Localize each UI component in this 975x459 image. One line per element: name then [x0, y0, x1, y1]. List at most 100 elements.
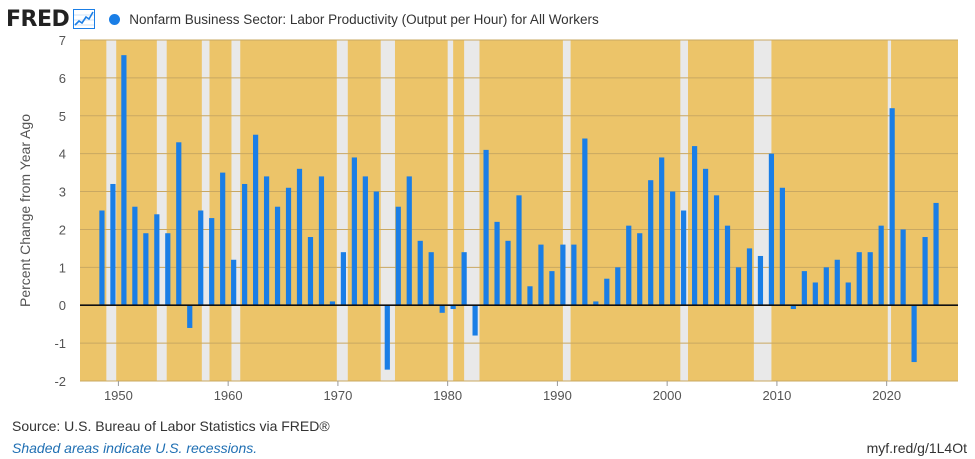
bar[interactable]	[340, 252, 346, 306]
bar[interactable]	[648, 180, 654, 306]
source-credit: Source: U.S. Bureau of Labor Statistics …	[12, 418, 330, 434]
bar[interactable]	[483, 149, 489, 306]
bar[interactable]	[823, 267, 829, 306]
short-url[interactable]: myf.red/g/1L4Ot	[866, 440, 967, 456]
bar[interactable]	[132, 206, 138, 306]
bar[interactable]	[878, 225, 884, 306]
bar[interactable]	[231, 259, 237, 306]
x-tick-label: 2020	[872, 388, 901, 403]
y-axis-label: Percent Change from Year Ago	[17, 114, 33, 307]
y-axis-ticks: -2 -1 0 1 2 3 4 5 6 7	[54, 33, 66, 389]
bar[interactable]	[626, 225, 632, 306]
bar[interactable]	[713, 195, 720, 306]
bar[interactable]	[834, 259, 840, 306]
y-tick-label: 3	[59, 185, 66, 200]
bar[interactable]	[538, 244, 544, 306]
bar[interactable]	[933, 202, 939, 306]
bar[interactable]	[889, 108, 895, 306]
bar[interactable]	[99, 210, 105, 306]
bar[interactable]	[593, 301, 599, 306]
recession-band	[156, 40, 167, 381]
bar[interactable]	[450, 305, 456, 310]
bar[interactable]	[637, 233, 643, 306]
bar[interactable]	[801, 271, 807, 306]
bar[interactable]	[373, 191, 379, 306]
bar[interactable]	[439, 305, 445, 313]
bar[interactable]	[461, 252, 467, 306]
bar[interactable]	[165, 233, 171, 306]
chart: -2 -1 0 1 2 3 4 5 6 7 1950 1960 1970 1980 1990 2000 201…	[17, 33, 958, 403]
chart-header: FRED Nonfarm Business Sector: Labor Prod…	[6, 4, 599, 34]
x-tick-label: 1990	[543, 388, 572, 403]
bar[interactable]	[560, 244, 566, 306]
bar[interactable]	[307, 237, 314, 306]
bar[interactable]	[209, 218, 215, 306]
x-tick-label: 1980	[433, 388, 462, 403]
bar[interactable]	[604, 278, 610, 306]
bar[interactable]	[900, 229, 906, 306]
bar[interactable]	[395, 206, 401, 306]
bar[interactable]	[670, 191, 676, 306]
bar[interactable]	[406, 176, 412, 306]
bar[interactable]	[746, 248, 753, 306]
bar[interactable]	[428, 252, 434, 306]
recession-band	[887, 40, 892, 381]
bar[interactable]	[768, 153, 775, 306]
bar[interactable]	[472, 305, 478, 336]
legend-series-label[interactable]: Nonfarm Business Sector: Labor Productiv…	[129, 11, 599, 27]
bar[interactable]	[253, 134, 259, 306]
bar-series[interactable]	[99, 55, 939, 370]
bar[interactable]	[198, 210, 204, 306]
y-tick-label: 2	[59, 222, 66, 237]
bar[interactable]	[274, 206, 281, 306]
bar[interactable]	[724, 225, 731, 306]
bar[interactable]	[154, 214, 160, 306]
bar[interactable]	[516, 195, 522, 306]
bar[interactable]	[702, 168, 709, 306]
recession-band	[231, 40, 241, 381]
bar[interactable]	[187, 305, 193, 328]
bar[interactable]	[582, 138, 588, 306]
x-tick-label: 1950	[104, 388, 133, 403]
bar[interactable]	[362, 176, 368, 306]
bar[interactable]	[329, 301, 336, 306]
y-tick-label: 6	[59, 71, 66, 86]
bar[interactable]	[922, 237, 928, 306]
bar[interactable]	[527, 286, 533, 306]
y-tick-label: 7	[59, 33, 66, 48]
bar[interactable]	[351, 157, 357, 306]
bar[interactable]	[659, 157, 665, 306]
bar[interactable]	[549, 271, 555, 306]
bar[interactable]	[856, 252, 862, 306]
x-tick-label: 2010	[762, 388, 791, 403]
bar[interactable]	[505, 240, 511, 306]
fred-logo[interactable]: FRED	[6, 6, 70, 32]
bar[interactable]	[263, 176, 270, 306]
bar[interactable]	[790, 305, 796, 310]
bar[interactable]	[296, 168, 303, 306]
bar[interactable]	[812, 282, 818, 306]
bar[interactable]	[417, 240, 423, 306]
bar[interactable]	[867, 252, 873, 306]
bar[interactable]	[845, 282, 851, 306]
bar[interactable]	[911, 305, 917, 363]
bar[interactable]	[571, 244, 577, 306]
bar[interactable]	[615, 267, 621, 306]
bar[interactable]	[143, 233, 149, 306]
recession-band	[336, 40, 348, 381]
bar[interactable]	[121, 55, 127, 306]
bar[interactable]	[779, 187, 785, 306]
bar[interactable]	[757, 255, 764, 306]
bar[interactable]	[735, 267, 742, 306]
bar[interactable]	[110, 183, 116, 306]
bar[interactable]	[285, 187, 292, 306]
bar[interactable]	[242, 183, 248, 306]
bar[interactable]	[318, 176, 325, 306]
recession-band	[447, 40, 454, 381]
bar[interactable]	[176, 142, 182, 306]
bar[interactable]	[681, 210, 687, 306]
bar[interactable]	[692, 146, 698, 306]
bar[interactable]	[384, 305, 390, 370]
bar[interactable]	[220, 172, 226, 306]
bar[interactable]	[494, 221, 500, 306]
